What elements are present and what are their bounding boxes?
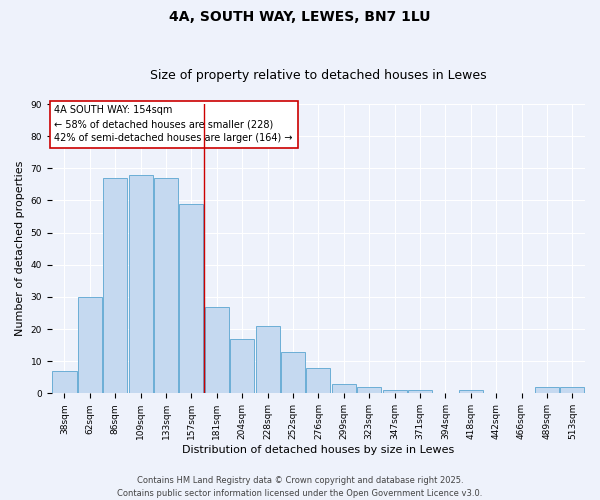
Bar <box>307 368 331 394</box>
Bar <box>383 390 407 394</box>
Text: 4A, SOUTH WAY, LEWES, BN7 1LU: 4A, SOUTH WAY, LEWES, BN7 1LU <box>169 10 431 24</box>
Bar <box>103 178 127 394</box>
Bar <box>78 297 102 394</box>
Bar <box>205 306 229 394</box>
Bar <box>408 390 432 394</box>
Bar <box>154 178 178 394</box>
Title: Size of property relative to detached houses in Lewes: Size of property relative to detached ho… <box>150 69 487 82</box>
Bar <box>357 387 381 394</box>
Bar <box>230 338 254 394</box>
Bar <box>179 204 203 394</box>
Y-axis label: Number of detached properties: Number of detached properties <box>15 161 25 336</box>
Bar <box>52 371 77 394</box>
Bar <box>128 174 153 394</box>
Bar <box>535 387 559 394</box>
X-axis label: Distribution of detached houses by size in Lewes: Distribution of detached houses by size … <box>182 445 455 455</box>
Text: Contains HM Land Registry data © Crown copyright and database right 2025.
Contai: Contains HM Land Registry data © Crown c… <box>118 476 482 498</box>
Text: 4A SOUTH WAY: 154sqm
← 58% of detached houses are smaller (228)
42% of semi-deta: 4A SOUTH WAY: 154sqm ← 58% of detached h… <box>55 106 293 144</box>
Bar <box>458 390 483 394</box>
Bar <box>332 384 356 394</box>
Bar <box>281 352 305 394</box>
Bar <box>560 387 584 394</box>
Bar <box>256 326 280 394</box>
